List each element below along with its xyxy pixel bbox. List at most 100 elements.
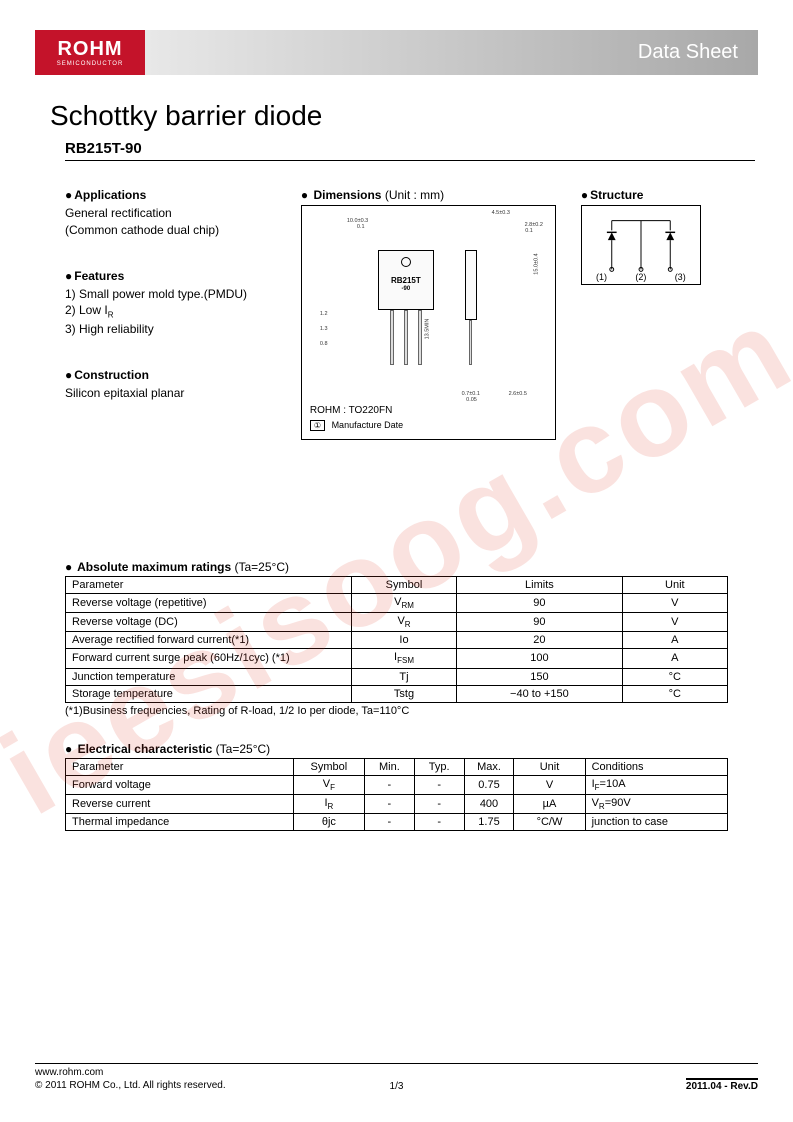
- footer-page-number: 1/3: [390, 1081, 404, 1092]
- cell-limits: 90: [457, 613, 622, 632]
- dimensions-heading-text: Dimensions: [313, 188, 381, 202]
- table-row: Forward current surge peak (60Hz/1cyc) (…: [66, 649, 728, 668]
- cell-typ: -: [414, 794, 464, 813]
- applications-heading: Applications: [65, 188, 276, 202]
- doc-type-label: Data Sheet: [638, 41, 738, 64]
- lead-icon: [404, 310, 408, 365]
- col-conditions: Conditions: [585, 758, 727, 775]
- feature-2: 2) Low IR: [65, 302, 276, 321]
- cell-cond: VR=90V: [585, 794, 727, 813]
- cell-symbol: VRM: [351, 594, 456, 613]
- package-front-view: RB215T -90: [371, 250, 441, 365]
- cell-limits: −40 to +150: [457, 685, 622, 702]
- package-side-body: [465, 250, 477, 320]
- abs-max-heading-text: Absolute maximum ratings: [77, 560, 231, 574]
- abs-max-table: Parameter Symbol Limits Unit Reverse vol…: [65, 576, 728, 703]
- dim-h-total: 15.0±0.4: [533, 253, 539, 274]
- package-leads: [390, 310, 422, 365]
- cell-unit: µA: [514, 794, 585, 813]
- dim-w-top-sub: 0.1: [357, 224, 365, 230]
- cell-unit: V: [622, 594, 727, 613]
- side-lead-icon: [469, 320, 472, 365]
- left-column: Applications General rectification (Comm…: [65, 176, 276, 440]
- marking-line1: RB215T: [391, 277, 421, 286]
- cell-limits: 100: [457, 649, 622, 668]
- cell-symbol: θjc: [293, 813, 364, 830]
- package-body: RB215T -90: [378, 250, 434, 310]
- cell-unit: A: [622, 649, 727, 668]
- datasheet-page: ieesisoog.com ROHM SEMICONDUCTOR Data Sh…: [0, 0, 793, 1122]
- col-parameter: Parameter: [66, 758, 294, 775]
- dim-foot1-sub: 0.05: [466, 397, 477, 403]
- cell-symbol: IFSM: [351, 649, 456, 668]
- features-heading: Features: [65, 269, 276, 283]
- elec-heading: Electrical characteristic (Ta=25°C): [65, 742, 728, 756]
- col-min: Min.: [364, 758, 414, 775]
- cell-param: Reverse voltage (DC): [66, 613, 352, 632]
- col-unit: Unit: [622, 577, 727, 594]
- columns-area: Applications General rectification (Comm…: [35, 176, 758, 440]
- table-row: Storage temperatureTstg−40 to +150°C: [66, 685, 728, 702]
- cell-symbol: IR: [293, 794, 364, 813]
- footer-revision: 2011.04 - Rev.D: [686, 1078, 758, 1092]
- cell-min: -: [364, 813, 414, 830]
- dimensions-unit: (Unit : mm): [381, 188, 444, 202]
- cell-param: Forward current surge peak (60Hz/1cyc) (…: [66, 649, 352, 668]
- table-row: Forward voltageVF--0.75VIF=10A: [66, 775, 728, 794]
- right-column: Structure (1): [581, 176, 728, 440]
- mfg-date-row: ① Manufacture Date: [310, 420, 547, 431]
- dim-tab-w: 4.5±0.3: [492, 210, 510, 216]
- package-side-view: [456, 250, 486, 365]
- dimensions-drawing-box: 10.0±0.3 0.1 4.5±0.3 2.8±0.2 0.1 8.0±0.2…: [301, 205, 556, 440]
- cell-min: -: [364, 794, 414, 813]
- page-footer: www.rohm.com © 2011 ROHM Co., Ltd. All r…: [35, 1063, 758, 1092]
- logo-sub-text: SEMICONDUCTOR: [57, 61, 124, 67]
- footer-divider: [35, 1063, 758, 1064]
- construction-heading: Construction: [65, 368, 276, 382]
- cell-param: Reverse current: [66, 794, 294, 813]
- col-max: Max.: [464, 758, 514, 775]
- table-row: Reverse voltage (repetitive)VRM90V: [66, 594, 728, 613]
- feature-1: 1) Small power mold type.(PMDU): [65, 286, 276, 303]
- lead-icon: [390, 310, 394, 365]
- cell-max: 400: [464, 794, 514, 813]
- elec-condition: (Ta=25°C): [212, 742, 270, 756]
- logo-main-text: ROHM: [57, 38, 122, 61]
- cell-symbol: Io: [351, 632, 456, 649]
- table-header-row: Parameter Symbol Min. Typ. Max. Unit Con…: [66, 758, 728, 775]
- cell-unit: °C/W: [514, 813, 585, 830]
- table-row: Average rectified forward current(*1)Io2…: [66, 632, 728, 649]
- cell-unit: °C: [622, 668, 727, 685]
- marking-line2: -90: [391, 286, 421, 293]
- page-title: Schottky barrier diode: [50, 100, 758, 132]
- middle-column: Dimensions (Unit : mm) 10.0±0.3 0.1 4.5±…: [301, 176, 556, 440]
- cell-unit: V: [514, 775, 585, 794]
- cell-typ: -: [414, 775, 464, 794]
- cell-param: Reverse voltage (repetitive): [66, 594, 352, 613]
- rohm-logo: ROHM SEMICONDUCTOR: [35, 30, 145, 75]
- dim-lead-sp3: 0.8: [320, 341, 328, 347]
- cell-symbol: Tstg: [351, 685, 456, 702]
- mfg-date-label: Manufacture Date: [332, 420, 404, 430]
- abs-max-heading: Absolute maximum ratings (Ta=25°C): [65, 560, 728, 574]
- cell-symbol: Tj: [351, 668, 456, 685]
- elec-table: Parameter Symbol Min. Typ. Max. Unit Con…: [65, 758, 728, 831]
- table-row: Reverse voltage (DC)VR90V: [66, 613, 728, 632]
- pin-3-label: (3): [675, 272, 686, 282]
- mounting-hole-icon: [401, 257, 411, 267]
- lead-icon: [418, 310, 422, 365]
- cell-unit: A: [622, 632, 727, 649]
- structure-heading: Structure: [581, 188, 728, 202]
- cell-limits: 150: [457, 668, 622, 685]
- col-limits: Limits: [457, 577, 622, 594]
- abs-max-note: (*1)Business frequencies, Rating of R-lo…: [65, 705, 728, 717]
- table-row: Reverse currentIR--400µAVR=90V: [66, 794, 728, 813]
- cell-param: Junction temperature: [66, 668, 352, 685]
- col-symbol: Symbol: [293, 758, 364, 775]
- cell-symbol: VF: [293, 775, 364, 794]
- cell-unit: V: [622, 613, 727, 632]
- applications-body: General rectification (Common cathode du…: [65, 205, 276, 239]
- footer-row: www.rohm.com © 2011 ROHM Co., Ltd. All r…: [35, 1066, 758, 1092]
- header-bar: ROHM SEMICONDUCTOR Data Sheet: [35, 30, 758, 75]
- cell-cond: junction to case: [585, 813, 727, 830]
